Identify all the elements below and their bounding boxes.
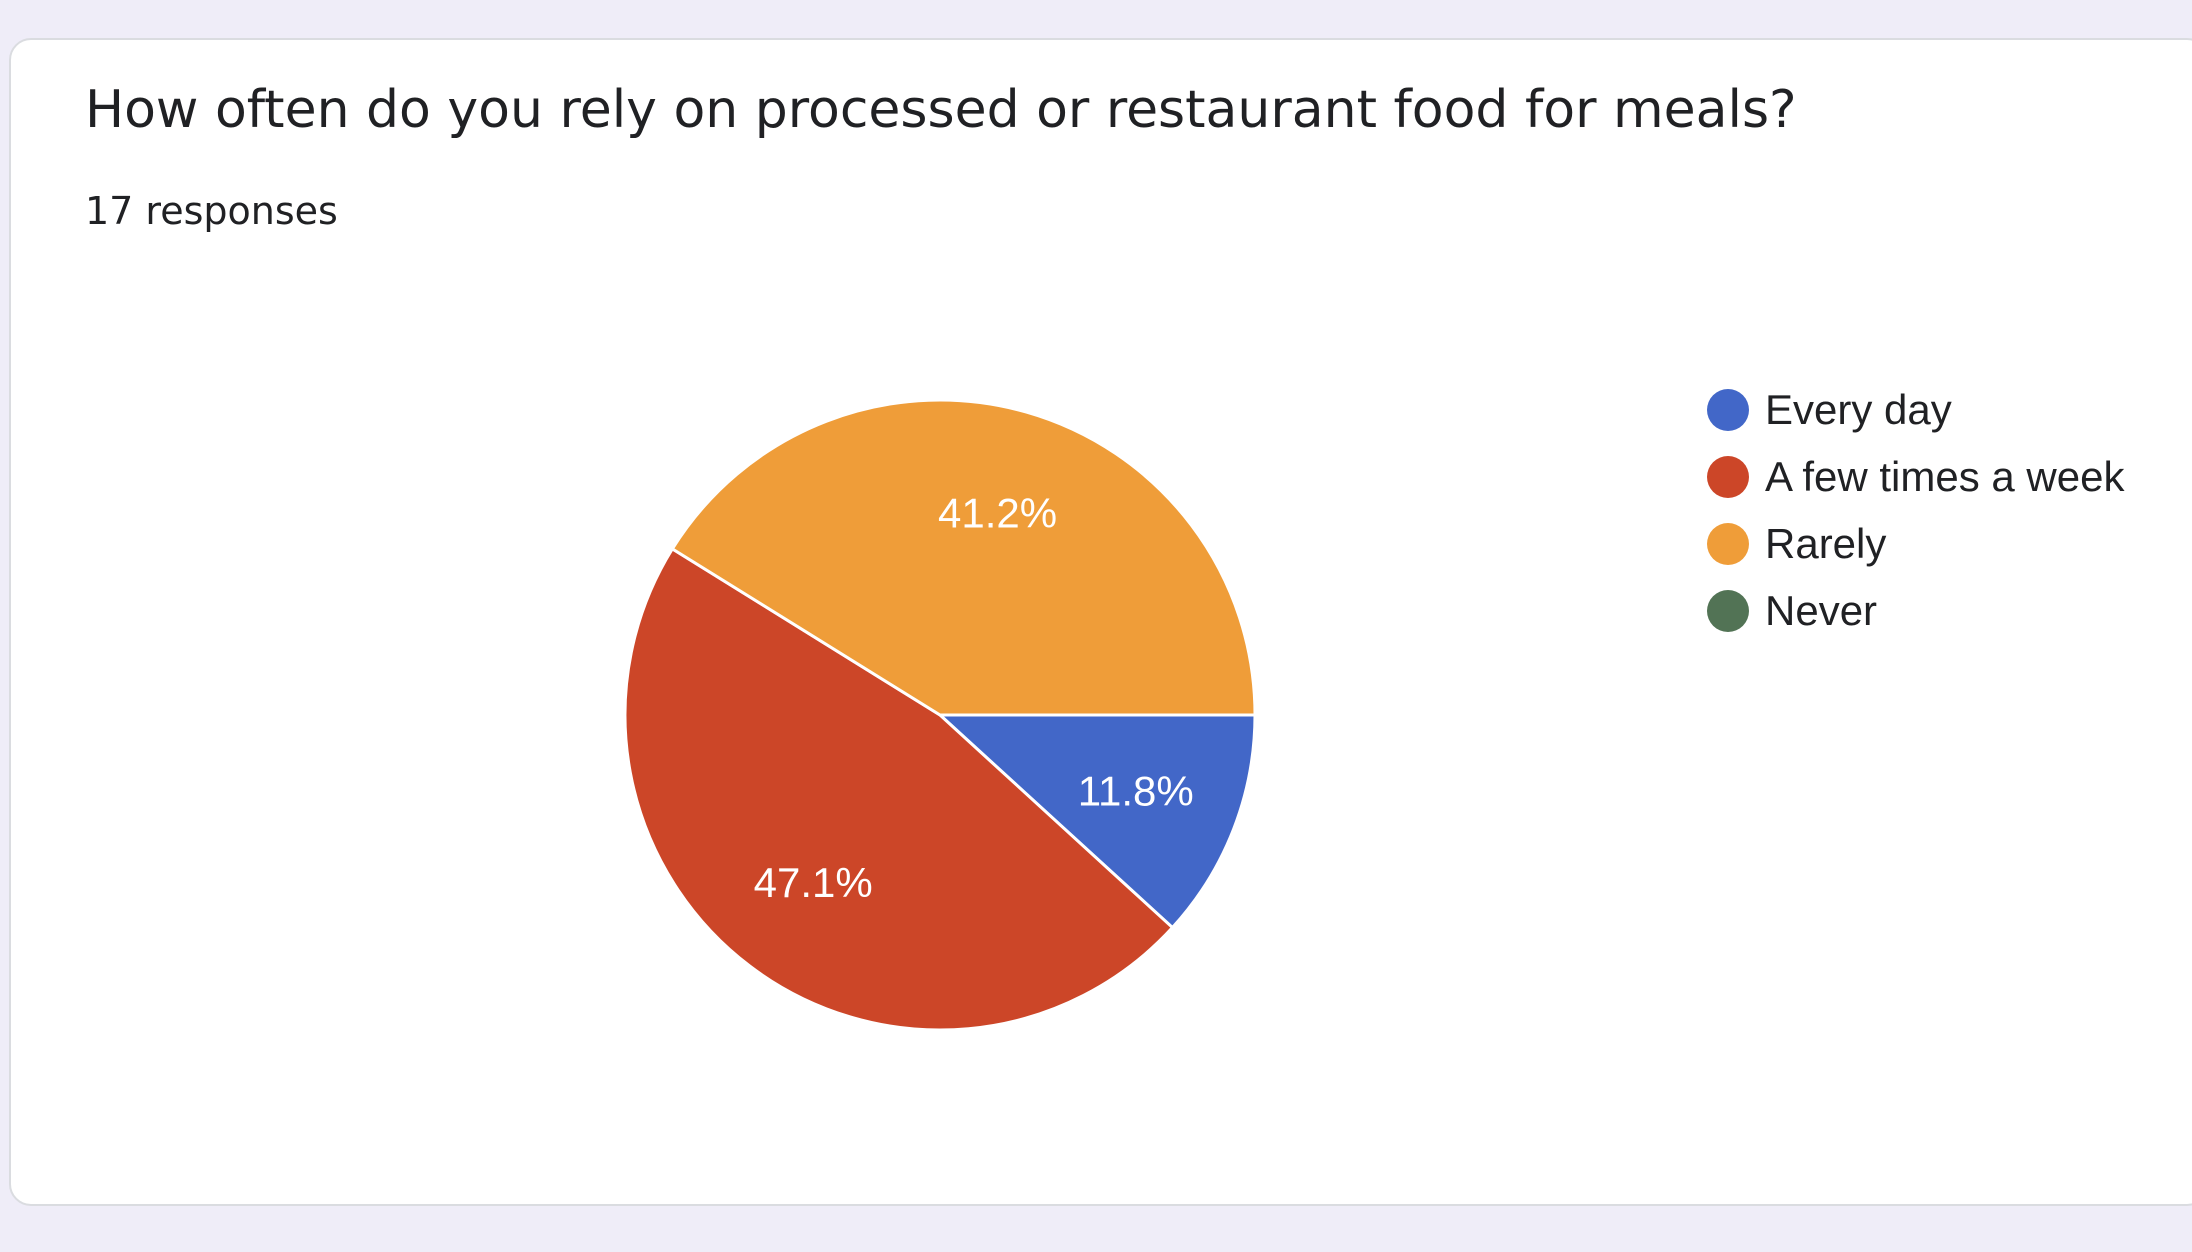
legend-item-never[interactable]: Never	[1707, 577, 2124, 644]
legend-swatch-a-few-times-a-week	[1707, 455, 1749, 498]
pie-slice-every-day[interactable]	[936, 713, 1257, 930]
pie-label-rarely: 41.2%	[938, 490, 1057, 537]
pie-label-every-day: 11.8%	[1078, 768, 1194, 815]
legend-item-rarely[interactable]: Rarely	[1707, 510, 2124, 577]
pie-label-a-few-times-a-week: 47.1%	[754, 859, 873, 906]
legend-label: Every day	[1765, 385, 1952, 433]
pie-slice-rarely[interactable]	[670, 398, 1257, 717]
legend-swatch-never	[1707, 589, 1749, 632]
chart-legend: Every day A few times a week Rarely Neve…	[1707, 376, 2124, 644]
pie-slice-a-few-times-a-week[interactable]	[623, 546, 1175, 1032]
question-title: How often do you rely on processed or re…	[85, 80, 1797, 140]
response-count: 17 responses	[85, 189, 338, 233]
legend-swatch-rarely	[1707, 522, 1749, 565]
legend-label: A few times a week	[1765, 452, 2125, 500]
legend-label: Never	[1765, 586, 1878, 634]
legend-item-a-few-times-a-week[interactable]: A few times a week	[1707, 443, 2124, 510]
legend-label: Rarely	[1765, 519, 1887, 567]
legend-item-every-day[interactable]: Every day	[1707, 376, 2124, 443]
legend-swatch-every-day	[1707, 388, 1749, 431]
